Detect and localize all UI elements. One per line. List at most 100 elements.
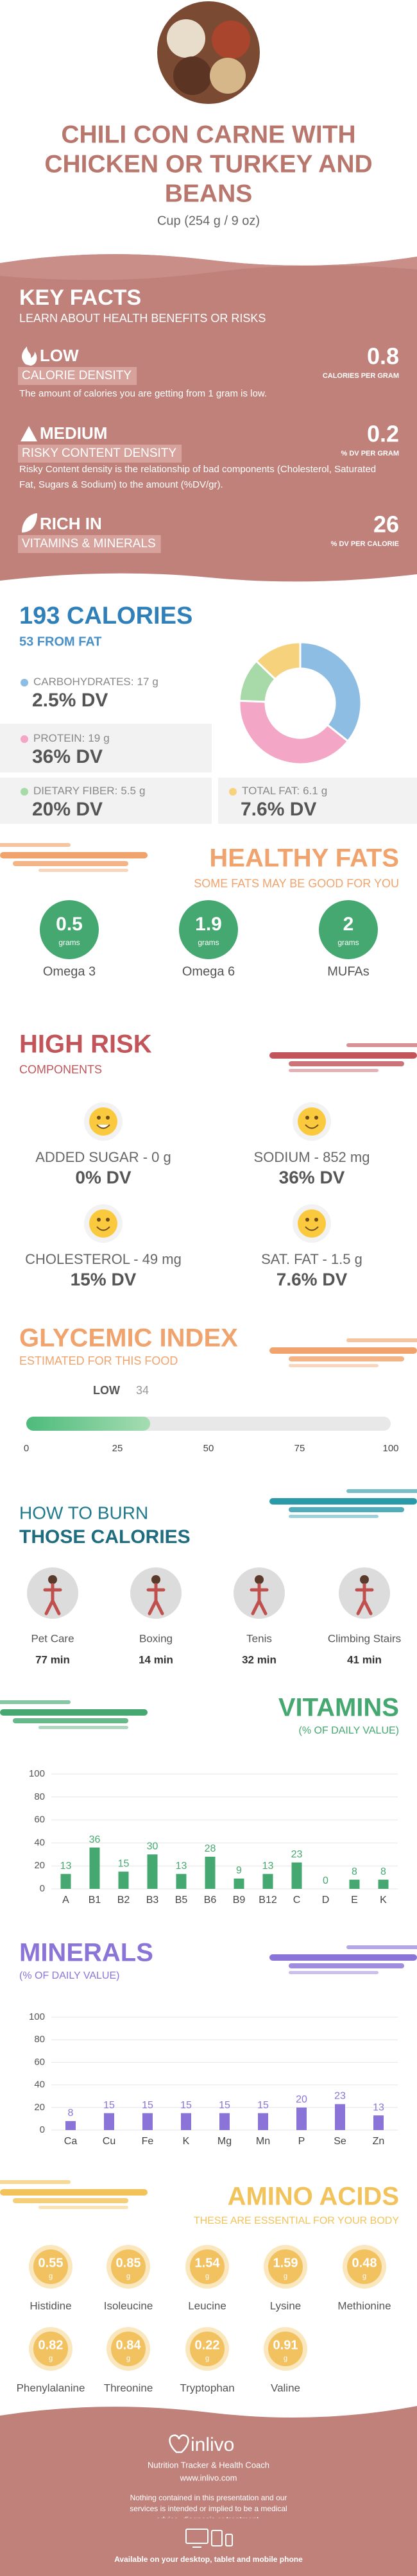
y-tick-label: 20	[34, 2102, 45, 2113]
nutrient-label-part: 19	[88, 732, 100, 744]
gi-level: LOW	[93, 1384, 120, 1397]
title-line: CHICKEN OR TURKEY AND	[44, 150, 372, 178]
decor-stripe	[289, 1963, 404, 1968]
amino-value: 0.91	[273, 2338, 298, 2352]
device-icons	[185, 2529, 233, 2548]
value-label: 15	[118, 1858, 130, 1869]
nutrient-label-part: TOTAL FAT:	[242, 785, 300, 797]
amino-unit: g	[205, 2355, 209, 2362]
nutrient-label: PROTEIN: 19 g	[33, 732, 110, 744]
value-label: 13	[60, 1861, 72, 1872]
x-tick-label: Ca	[64, 2136, 78, 2147]
section-title: KEY FACTS	[19, 286, 141, 310]
disclaimer: Nothing contained in this presentation a…	[130, 2493, 287, 2518]
y-tick-label: 40	[34, 2079, 45, 2090]
donut-segment	[255, 641, 302, 681]
amino-name: Histidine	[30, 2299, 71, 2312]
fat-value: 0.5	[56, 914, 83, 935]
activity-time: 14 min	[139, 1653, 173, 1666]
decor-stripe	[289, 1971, 379, 1974]
decor-stripe	[346, 1338, 417, 1342]
nutrient-label-part: CARBOHYDRATES:	[33, 676, 134, 688]
decor-stripe	[269, 1498, 417, 1505]
y-tick-label: 0	[40, 2124, 45, 2135]
fat-value: 1.9	[195, 914, 222, 935]
nutrient-label-part: g	[139, 785, 145, 797]
x-tick-label: B12	[259, 1895, 277, 1906]
amino-unit: g	[49, 2355, 53, 2362]
tagline: Nutrition Tracker & Health Coach	[148, 2460, 269, 2469]
amino-circle	[190, 2332, 225, 2366]
decor-stripe	[13, 1718, 128, 1723]
value-label: 36	[89, 1834, 101, 1845]
calories-title: 193 CALORIES	[19, 602, 192, 629]
fact-label-background	[18, 367, 137, 385]
amino-name: Leucine	[188, 2299, 226, 2312]
section-title: THOSE CALORIES	[19, 1526, 191, 1548]
value-label: 8	[68, 2108, 74, 2119]
decor-stripe	[0, 843, 71, 847]
amino-circle	[268, 2249, 303, 2284]
activity-figure	[146, 1583, 166, 1616]
nutrient-label-part: g	[152, 676, 158, 688]
section-title: MINERALS	[19, 1939, 153, 1967]
decor-stripe	[269, 1954, 417, 1961]
decor-stripe	[0, 1709, 148, 1716]
fact-value: 26	[373, 511, 399, 538]
amino-circle	[33, 2332, 68, 2366]
fact-level: RICH IN	[40, 514, 102, 533]
x-tick-label: B5	[175, 1895, 188, 1906]
gi-tick-label: 50	[203, 1443, 214, 1454]
fat-unit: grams	[58, 938, 80, 947]
emoji-face	[89, 1209, 117, 1238]
nutrient-dv: 7.6% DV	[241, 799, 316, 820]
decor-stripe	[346, 1489, 417, 1493]
emoji-eye	[305, 1116, 309, 1120]
row-background	[218, 778, 417, 824]
x-tick-label: B3	[146, 1895, 159, 1906]
fact-unit: % DV PER CALORIE	[331, 540, 399, 548]
amino-value: 1.59	[273, 2256, 298, 2270]
fat-circle	[179, 900, 238, 959]
amino-name: Valine	[271, 2382, 300, 2394]
emoji-eye	[97, 1218, 101, 1222]
fact-description: Risky Content density is the relationshi…	[19, 464, 377, 490]
fact-label: VITAMINS & MINERALS	[22, 537, 156, 550]
value-label: 13	[262, 1861, 274, 1872]
fact-label: CALORIE DENSITY	[22, 369, 132, 382]
disclaimer-box: Nothing contained in this presentation a…	[130, 2493, 287, 2518]
section-subtitle: THESE ARE ESSENTIAL FOR YOUR BODY	[194, 2215, 399, 2226]
fat-unit: grams	[337, 938, 359, 947]
emoji-eye	[97, 1116, 101, 1120]
decor-stripe	[346, 1945, 417, 1949]
nutrient-label-part: g	[321, 785, 327, 797]
value-label: 23	[291, 1849, 303, 1860]
fat-name: Omega 6	[182, 964, 235, 978]
bar	[234, 1878, 244, 1889]
url: www.inlivo.com	[180, 2473, 237, 2482]
donut-segment	[299, 641, 362, 743]
amino-circle	[33, 2249, 68, 2284]
fact-unit: CALORIES PER GRAM	[323, 372, 399, 380]
value-label: 0	[323, 1875, 328, 1886]
value-label: 15	[142, 2100, 153, 2111]
legend-dot	[229, 788, 237, 796]
amino-circle	[111, 2332, 146, 2366]
x-tick-label: P	[298, 2136, 305, 2147]
bar	[219, 2113, 230, 2130]
x-tick-label: B2	[117, 1895, 130, 1906]
amino-name: Tryptophan	[180, 2382, 234, 2394]
row-background	[0, 778, 212, 824]
section-subtitle: (% OF DAILY VALUE)	[19, 1970, 119, 1981]
bar	[147, 1854, 158, 1889]
decor-stripe	[289, 1507, 404, 1512]
title-line: BEANS	[165, 180, 253, 207]
fact-level: LOW	[40, 346, 79, 365]
bar	[258, 2113, 268, 2130]
x-tick-label: B9	[233, 1895, 246, 1906]
description-box: Risky Content density is the relationshi…	[19, 464, 377, 490]
activity-time: 41 min	[347, 1653, 382, 1666]
section-title: VITAMINS	[278, 1694, 399, 1722]
x-tick-label: Mn	[256, 2136, 270, 2147]
